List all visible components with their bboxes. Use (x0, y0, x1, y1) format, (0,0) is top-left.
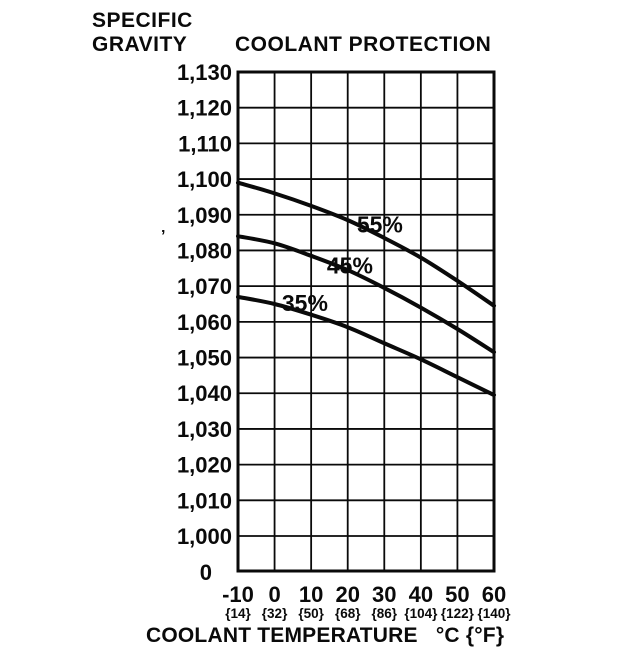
y-tick-label: 1,030 (177, 417, 232, 442)
curve-55pct (236, 180, 496, 308)
x-tick-label-celsius: 50 (445, 582, 469, 607)
x-tick-label-celsius: 30 (372, 582, 396, 607)
y-tick-label: 1,090 (177, 203, 232, 228)
x-tick-label-fahrenheit: {104} (404, 606, 438, 621)
y-tick-label: 1,050 (177, 346, 232, 371)
y-axis-title: SPECIFIC GRAVITY (92, 9, 193, 57)
x-tick-label-fahrenheit: {50} (298, 606, 324, 621)
x-tick-label-celsius: 40 (409, 582, 433, 607)
y-axis-title-line2: GRAVITY (92, 33, 188, 56)
y-origin-label: 0 (200, 560, 212, 585)
y-tick-label: 1,040 (177, 381, 232, 406)
curve-label-35pct: 35% (282, 290, 328, 316)
x-axis-title: COOLANT TEMPERATURE °C {°F} (146, 624, 505, 647)
y-axis-title-line1: SPECIFIC (92, 9, 193, 32)
scan-artifact-mark: ’ (161, 228, 166, 245)
y-tick-label: 1,080 (177, 238, 232, 263)
x-tick-label-fahrenheit: {32} (262, 606, 288, 621)
x-tick-label-fahrenheit: {86} (372, 606, 398, 621)
x-tick-label-celsius: 60 (482, 582, 506, 607)
x-tick-label-fahrenheit: {122} (441, 606, 475, 621)
x-tick-label-celsius: 20 (335, 582, 359, 607)
y-tick-label: 1,120 (177, 96, 232, 121)
curve-35pct (236, 294, 496, 398)
x-tick-label-celsius: 10 (299, 582, 323, 607)
x-tick-label-fahrenheit: {14} (225, 606, 251, 621)
x-tick-label-celsius: -10 (222, 582, 254, 607)
y-tick-label: 1,060 (177, 310, 232, 335)
plot-border (236, 70, 496, 573)
y-tick-label: 1,130 (177, 60, 232, 85)
y-tick-label: 1,110 (178, 131, 232, 156)
y-tick-label: 1,010 (177, 488, 232, 513)
y-tick-label: 1,000 (177, 524, 232, 549)
y-tick-label: 1,070 (177, 274, 232, 299)
chart-title: COOLANT PROTECTION (235, 33, 492, 56)
curve-45pct (236, 234, 496, 355)
y-tick-label: 1,100 (177, 167, 232, 192)
y-tick-label: 1,020 (177, 453, 232, 478)
curve-label-45pct: 45% (327, 253, 373, 279)
x-tick-label-fahrenheit: {140} (477, 606, 511, 621)
curve-label-55pct: 55% (357, 212, 403, 238)
x-tick-label-fahrenheit: {68} (335, 606, 361, 621)
x-tick-label-celsius: 0 (268, 582, 280, 607)
